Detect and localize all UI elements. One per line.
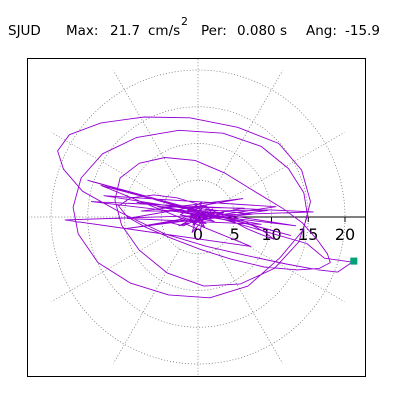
grid-spoke (216, 70, 283, 186)
chart-header: SJUD Max: 21.7 cm/s 2 Per: 0.080 s Ang: … (8, 15, 380, 39)
grid-spoke (113, 70, 180, 186)
particle-motion-trace (57, 116, 355, 299)
radial-tick-label: 10 (261, 225, 281, 244)
grid-spoke (51, 132, 167, 199)
radial-tick-label: 0 (193, 225, 203, 244)
station-code: SJUD (8, 23, 41, 39)
polar-plot: 0 5 10 15 20 (28, 59, 365, 376)
radial-tick: 0 (193, 225, 203, 244)
period-value: 0.080 s (237, 23, 287, 39)
radial-tick: 20 (335, 217, 355, 244)
radial-tick-label: 20 (335, 225, 355, 244)
radial-tick: 15 (298, 217, 318, 244)
max-label: Max: (66, 23, 98, 39)
grid-spoke (51, 235, 167, 302)
grid-spoke (229, 132, 345, 199)
grid-spoke (113, 248, 180, 364)
max-unit: cm/s (148, 23, 180, 39)
plot-frame: 0 5 10 15 20 (27, 58, 366, 377)
radial-tick: 10 (261, 217, 282, 244)
max-value: 21.7 (110, 23, 140, 39)
angle-value: -15.9 (345, 23, 380, 39)
max-unit-exponent: 2 (181, 15, 188, 28)
period-label: Per: (201, 23, 227, 39)
radial-tick-label: 5 (230, 225, 240, 244)
grid-spoke (229, 235, 345, 302)
angle-label: Ang: (306, 23, 337, 39)
grid-spoke (216, 248, 283, 364)
peak-marker (350, 257, 358, 265)
